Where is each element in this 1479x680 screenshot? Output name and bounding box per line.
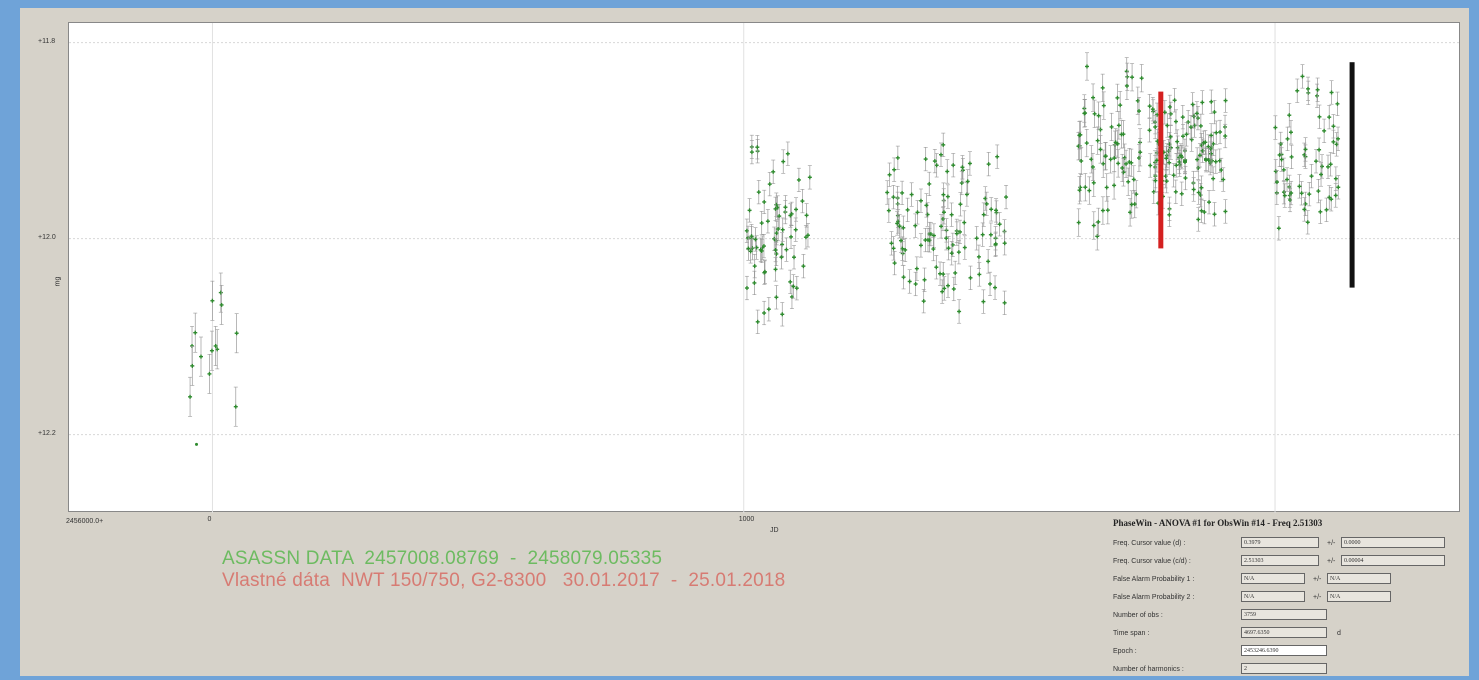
info-row-value[interactable]: N/A <box>1241 591 1305 602</box>
info-row-label: False Alarm Probability 2 : <box>1113 594 1195 601</box>
x-axis-offset-label: 2456000.0+ <box>66 518 104 525</box>
info-row-label: False Alarm Probability 1 : <box>1113 576 1195 583</box>
info-row-value[interactable]: 2.51303 <box>1241 555 1319 566</box>
info-row-label: Time span : <box>1113 630 1150 637</box>
red-observation-band <box>1158 91 1164 249</box>
info-row: False Alarm Probability 2 : N/A +/- N/A <box>1113 590 1443 608</box>
info-row-error[interactable]: 0.0000 <box>1341 537 1445 548</box>
plus-minus-label: +/- <box>1327 540 1336 547</box>
info-row-label: Number of harmonics : <box>1113 666 1184 673</box>
info-rows: Freq. Cursor value (d) :0.3979 +/- 0.0000 F… <box>1113 536 1445 680</box>
y-axis-label: mg <box>54 276 62 287</box>
info-row-value[interactable]: 0.3979 <box>1241 537 1319 548</box>
plot-area <box>68 22 1461 513</box>
phasewin-info-panel: PhaseWin - ANOVA #1 for ObsWin #14 - Fre… <box>1113 518 1445 680</box>
info-row: Number of obs : 3759 <box>1113 608 1443 626</box>
info-row-error[interactable]: N/A <box>1327 573 1391 584</box>
info-row: Time span : 4697.6350 d <box>1113 626 1443 644</box>
annotation-asassn: ASASSN DATA 2457008.08769 - 2458079.0533… <box>222 548 663 569</box>
info-row: False Alarm Probability 1 : N/A +/- N/A <box>1113 572 1443 590</box>
black-observation-band <box>1349 62 1355 288</box>
annotation-own-data: Vlastné dáta NWT 150/750, G2-8300 30.01.… <box>222 570 786 591</box>
info-row: Freq. Cursor value (c/d) : 2.51303 +/- 0.00… <box>1113 554 1445 572</box>
y-tick-label: +12.0 <box>38 233 56 241</box>
plus-minus-label: +/- <box>1313 594 1322 601</box>
info-row-label: Freq. Cursor value (d) : <box>1113 540 1186 547</box>
info-row-value[interactable]: 3759 <box>1241 609 1327 620</box>
info-row-error[interactable]: N/A <box>1327 591 1391 602</box>
y-tick-label: +12.2 <box>38 429 56 437</box>
y-tick-label: +11.8 <box>38 37 56 45</box>
info-row: Number of harmonics : 2 <box>1113 662 1443 680</box>
info-row-error[interactable]: 0.00004 <box>1341 555 1445 566</box>
info-row-unit: d <box>1337 630 1341 637</box>
info-row-value[interactable]: 2 <box>1241 663 1327 674</box>
x-tick-label: 0 <box>207 516 212 523</box>
info-row-value[interactable]: 4697.6350 <box>1241 627 1327 638</box>
info-panel-title: PhaseWin - ANOVA #1 for ObsWin #14 - Fre… <box>1113 518 1323 528</box>
info-row-label: Freq. Cursor value (c/d) : <box>1113 558 1191 565</box>
info-row-value[interactable]: N/A <box>1241 573 1305 584</box>
scatter-plot <box>69 23 1461 513</box>
info-row-value[interactable]: 2453246.6390 <box>1241 645 1327 656</box>
info-row: Epoch : 2453246.6390 <box>1113 644 1443 662</box>
chart-window: mg +11.8 +12.0 +12.2 0 1000 2456000.0+ JD A… <box>20 8 1469 676</box>
info-row-label: Number of obs : <box>1113 612 1163 619</box>
x-tick-label: 1000 <box>738 516 755 523</box>
outlier-point <box>195 442 199 446</box>
plus-minus-label: +/- <box>1327 558 1336 565</box>
info-row-label: Epoch : <box>1113 648 1137 655</box>
x-axis-label: JD <box>770 527 779 534</box>
plus-minus-label: +/- <box>1313 576 1322 583</box>
info-row: Freq. Cursor value (d) : 0.3979 +/- 0.0000 <box>1113 536 1445 554</box>
